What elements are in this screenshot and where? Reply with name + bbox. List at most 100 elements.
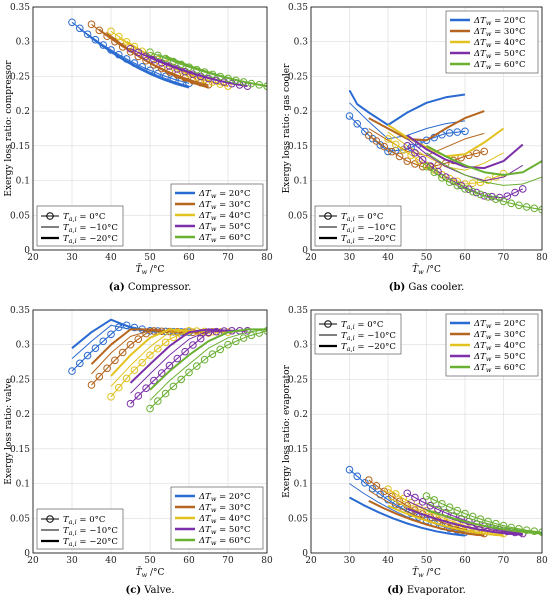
data-point [107,27,115,36]
legend-marker [324,320,332,328]
legend-label: ΔTw = 60°C [198,536,251,547]
legend-label-rest: = 60°C [216,536,250,546]
legend-label-rest: = 0°C [77,515,106,525]
data-point [353,472,362,481]
data-point [111,356,119,365]
y-axis-label: Exergy loss ratio: gas cooler [282,63,292,194]
x-tick-label: 30 [344,556,356,566]
x-tick-label: 80 [261,556,273,566]
data-point [361,127,369,136]
series-line [126,40,229,88]
data-point [391,140,400,149]
data-point [453,506,462,515]
legend-label-main: ΔT [198,525,212,535]
legend-label: ΔTw = 50°C [198,525,251,536]
legend-label-sub: w [211,192,217,200]
y-tick-label: 0.35 [10,3,30,13]
data-point [503,192,512,200]
legend-label-rest: = 60°C [491,363,525,373]
data-point [189,341,197,349]
plot-frame [310,6,543,251]
data-point [118,348,127,357]
data-point [122,37,131,46]
x-axis-label: T̄w /°C [136,263,165,276]
data-point [407,143,415,152]
legend-temperature: Ta,i = 0°CTa,i = −10°CTa,i = −20°C [314,313,402,355]
legend-label: ΔTw = 50°C [473,352,526,363]
data-point [115,383,123,392]
series-line [426,495,542,533]
data-point [449,177,458,186]
legend-temperature: Ta,i = 0°CTa,i = −10°CTa,i = −20°C [36,508,124,550]
x-axis-label: T̄w /°C [412,263,441,276]
data-point [422,492,431,500]
y-tick-label: 0 [24,246,30,256]
data-point [68,367,76,375]
series-line [406,134,524,170]
y-tick-label: 0.15 [10,445,30,455]
data-point [142,384,150,392]
data-point [468,179,477,188]
legend-label-sub: w [486,333,492,341]
legend-label-sub: w [211,495,217,503]
data-point [134,392,143,400]
legend-label-main: ΔT [473,352,487,362]
legend-label-rest: = −20°C [355,234,396,244]
x-tick-label: 60 [183,556,195,566]
data-point [492,519,500,528]
data-point [407,151,415,160]
x-axis-label-main: T̄ [412,263,419,275]
legend-label-main: ΔT [473,363,487,373]
legend-label-sub: a,i [69,529,77,537]
legend-label-sub: a,i [69,226,77,234]
series-line [348,89,466,126]
data-point [515,201,523,210]
legend-label-main: ΔT [473,341,487,351]
data-point [169,333,178,342]
data-point [380,487,388,496]
caption-letter: (c) [126,585,142,596]
legend-label-sub: a,i [347,226,355,234]
legend-label-main: T [63,537,70,547]
panel-caption: (a) Compressor. [109,282,192,293]
data-point [415,503,423,511]
legend-label: ΔTw = 20°C [198,189,251,200]
legend-label: Ta,i = −10°C [63,223,118,234]
data-point [407,498,415,507]
data-point [126,340,135,349]
legend-label: ΔTw = 40°C [198,514,251,525]
y-tick-label: 0.3 [16,38,31,48]
x-tick-label: 70 [498,556,510,566]
legend-label-main: T [341,234,348,244]
x-tick-label: 60 [183,253,195,263]
data-point [263,327,267,335]
data-point [146,351,154,359]
panel-caption: (c) Valve. [126,585,175,596]
x-axis-label-rest: /°C [147,568,164,578]
data-point [345,112,354,120]
legend-label: ΔTw = 50°C [473,49,526,60]
y-axis-label: Exergy loss ratio: evaporator [282,364,292,498]
data-point [126,399,135,408]
legend-label-main: ΔT [198,222,212,232]
data-point [411,149,419,157]
legend-label-sub: a,i [347,334,355,342]
legend-label-rest: = 50°C [216,525,250,535]
series-line [368,500,485,537]
data-point [134,48,143,57]
data-point [438,499,446,508]
data-point [169,382,178,391]
legend-label-rest: = −10°C [355,331,396,341]
legend-label: ΔTw = 30°C [198,503,251,514]
data-point [384,135,392,143]
legend-label-rest: = 50°C [491,352,525,362]
legend-label-rest: = 40°C [491,341,525,351]
legend-label-sub: a,i [69,215,77,223]
y-tick-label: 0.3 [294,38,309,48]
legend-label-sub: w [486,355,492,363]
legend-label-rest: = 30°C [491,330,525,340]
chart-panel-3: 20 30 40 50 60 70 80 0 0.05 0.1 0.15 0.2 0.25 0.3 0.35… [4,306,273,596]
plot-frame [32,309,268,554]
